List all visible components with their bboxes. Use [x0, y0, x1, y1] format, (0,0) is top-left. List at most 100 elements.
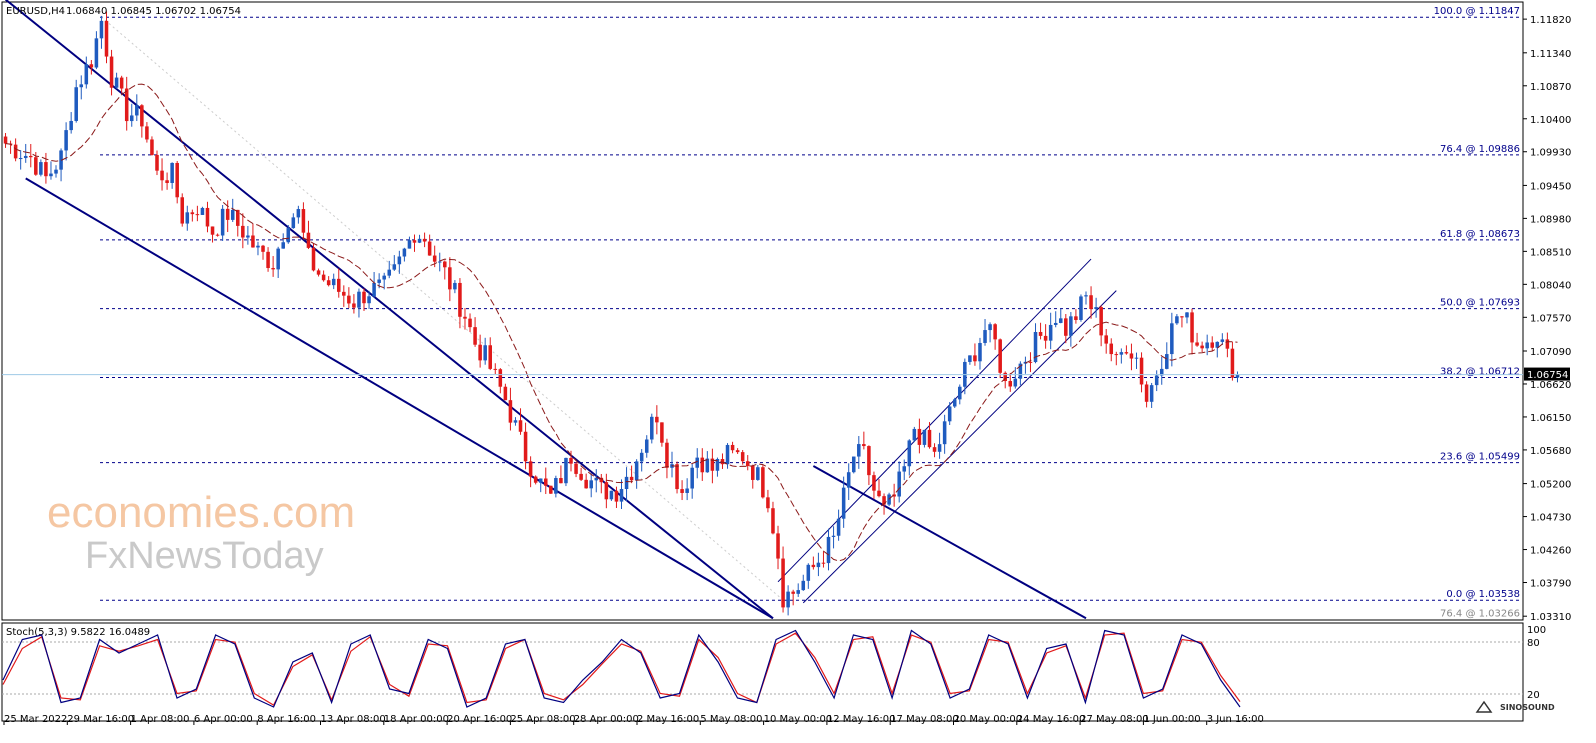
candle-body: [816, 562, 821, 568]
time-tick-label: 10 May 00:00: [764, 714, 833, 725]
candle-body: [498, 369, 503, 387]
candle-body: [518, 420, 523, 432]
candle-body: [781, 558, 785, 608]
candle-body: [1008, 381, 1013, 387]
candle-body: [705, 458, 710, 473]
candle-body: [1043, 335, 1048, 341]
candle-body: [3, 136, 8, 144]
candle-body: [877, 490, 881, 497]
candle-body: [34, 157, 38, 175]
candle-body: [432, 255, 437, 262]
candle-body: [1144, 384, 1149, 402]
stoch-level-100: 100: [1527, 625, 1546, 636]
candle-body: [549, 485, 553, 494]
candle-body: [1109, 343, 1114, 355]
candle-body: [49, 173, 53, 177]
candle-body: [1170, 323, 1174, 355]
candle-body: [907, 440, 912, 467]
price-tick-label: 1.07570: [1530, 313, 1571, 324]
candle-body: [680, 489, 684, 493]
candle-body: [1185, 312, 1189, 318]
candle-body: [1225, 339, 1230, 349]
stoch-level-20: 20: [1527, 690, 1540, 701]
price-tick-label: 1.09450: [1530, 181, 1571, 192]
price-tick-label: 1.05200: [1530, 480, 1571, 491]
time-tick-label: 20 May 00:00: [954, 714, 1023, 725]
time-tick-label: 1 Apr 08:00: [131, 714, 190, 725]
candle-body: [276, 248, 280, 270]
corner-watermark-text: SINOSOUND: [1500, 703, 1555, 712]
channel-line: [4, 0, 774, 620]
candle-body: [261, 245, 265, 252]
candle-body: [478, 344, 482, 361]
fib-level-label: 38.2 @ 1.06712: [1440, 367, 1520, 378]
candle-body: [402, 248, 407, 257]
candle-body: [922, 429, 927, 445]
channel-line-extension: [812, 465, 1087, 620]
candle-body: [1149, 385, 1154, 402]
candle-body: [241, 225, 245, 238]
candle-body: [44, 162, 48, 177]
candle-body: [1139, 357, 1144, 385]
price-axis: 1.11820 1.11340 1.10870 1.10400 1.09930 1.094…: [1523, 15, 1571, 623]
fib-level-label: 50.0 @ 1.07693: [1440, 298, 1520, 309]
candle-body: [271, 268, 275, 270]
candle-body: [846, 472, 851, 488]
candle-body: [473, 327, 477, 345]
candle-body: [892, 494, 896, 497]
candle-body: [1129, 353, 1134, 359]
price-tick-label: 1.08980: [1530, 214, 1571, 225]
candle-body: [1180, 316, 1184, 318]
time-tick-label: 18 Apr 00:00: [384, 714, 449, 725]
candle-body: [301, 209, 306, 233]
candle-body: [1038, 331, 1043, 336]
candle-body: [1099, 307, 1103, 336]
candle-body: [150, 139, 154, 155]
candle-body: [448, 267, 452, 290]
time-tick-label: 29 Mar 16:00: [67, 714, 134, 725]
watermark-fxnewstoday: FxNewsToday: [85, 535, 324, 577]
fib-level-label: 76.4 @ 1.09886: [1440, 144, 1520, 155]
time-tick-label: 12 May 16:00: [827, 714, 896, 725]
candle-body: [720, 459, 725, 465]
price-tick-label: 1.08510: [1530, 247, 1571, 258]
candle-body: [978, 342, 982, 362]
candle-body: [23, 155, 28, 159]
candle-body: [791, 591, 795, 594]
candle-body: [998, 339, 1002, 373]
time-tick-label: 1 Jun 00:00: [1143, 714, 1200, 725]
candle-body: [266, 251, 270, 269]
candle-body: [1013, 378, 1018, 387]
candle-body: [761, 467, 765, 498]
time-tick-label: 17 May 08:00: [890, 714, 959, 725]
candle-body: [700, 457, 705, 473]
moving-average-line: [5, 83, 1238, 562]
candle-body: [1053, 322, 1058, 325]
candle-body: [89, 64, 94, 68]
candle-body: [13, 144, 18, 159]
candle-body: [675, 464, 679, 490]
candle-body: [180, 197, 185, 224]
candle-body: [508, 400, 513, 423]
candle-body: [372, 282, 376, 297]
candle-body: [897, 471, 901, 497]
candle-body: [230, 209, 235, 220]
channel-line: [777, 258, 1092, 583]
candle-body: [286, 228, 291, 243]
candle-body: [342, 291, 346, 296]
candle-body: [655, 416, 659, 423]
time-tick-label: 3 Jun 16:00: [1207, 714, 1264, 725]
candle-body: [74, 87, 78, 121]
candle-body: [564, 457, 568, 484]
price-tick-label: 1.08040: [1530, 280, 1571, 291]
price-tick-label: 1.06150: [1530, 413, 1571, 424]
price-tick-label: 1.03310: [1530, 612, 1571, 623]
candle-body: [357, 291, 361, 308]
current-price-marker: 1.06754: [1524, 367, 1570, 381]
candle-body: [821, 562, 826, 564]
candle-body: [281, 242, 285, 249]
candle-body: [952, 399, 957, 407]
candle-body: [367, 296, 371, 304]
price-tick-label: 1.10400: [1530, 115, 1571, 126]
